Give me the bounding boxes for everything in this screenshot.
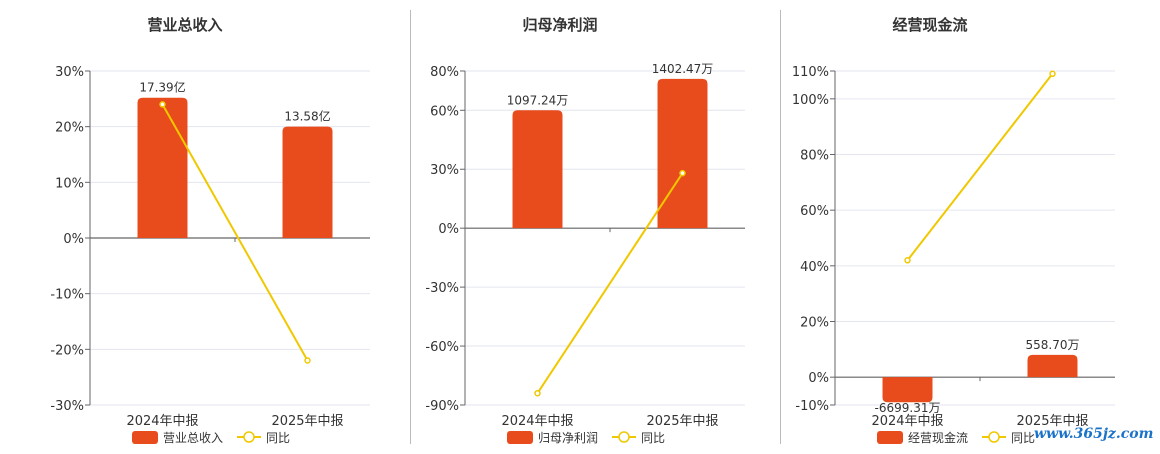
y-tick-label: 60% [800,204,829,219]
chart-title: 营业总收入 [147,16,223,34]
chart-panel-revenue: 营业总收入 30% 20% 10% 0% -10% -20% -30% 17.39亿 13.58… [0,0,381,450]
bar-data-label: 13.58亿 [284,109,330,124]
legend-bar-label: 营业总收入 [163,431,223,445]
legend-bar-swatch [877,431,903,444]
y-tick-label: 40% [800,260,829,275]
bar [137,97,188,238]
x-tick-label: 2024年中报 [126,414,198,429]
legend-line-label: 同比 [641,431,665,445]
watermark-text: www.365jz.com [1034,426,1154,442]
legend-line-marker [988,431,1000,443]
y-tick-label: 0% [438,222,459,237]
bar-data-label: 1097.24万 [507,93,569,107]
y-tick-label: 20% [800,316,829,331]
panel-divider [410,10,411,444]
bar-data-label: 558.70万 [1026,338,1080,352]
line-point [679,169,686,177]
x-tick-label: 2024年中报 [501,414,573,429]
legend-line-marker [243,431,255,443]
y-tick-label: 100% [792,93,829,108]
legend-line-marker [618,431,630,443]
x-tick-label: 2025年中报 [1016,414,1088,429]
y-tick-label: -20% [50,343,84,358]
y-tick-label: 80% [800,149,829,164]
bar [282,126,333,238]
line-point [534,389,541,397]
bar [1027,354,1078,378]
bar-data-label: -6699.31万 [875,401,941,415]
bar [657,78,708,229]
legend-line-label: 同比 [1011,431,1035,445]
line-series [906,73,1054,261]
legend-bar-swatch [507,431,533,444]
y-tick-label: 0% [63,232,84,247]
y-tick-label: -30% [50,399,84,414]
chart-svg-cash-flow: 110% 100% 80% 60% 40% 20% 0% -10% -6699.31万 558.7… [792,65,1126,445]
chart-panel-cash-flow: 经营现金流 110% 100% 80% 60% 40% 20% 0% -10% -6699.31… [745,0,1126,450]
y-tick-label: 60% [430,104,459,119]
x-tick-label: 2025年中报 [271,414,343,429]
y-tick-label: 30% [430,163,459,178]
y-tick-label: -90% [425,399,459,414]
chart-title: 经营现金流 [892,16,968,34]
line-point [159,101,166,108]
bar-data-label: 1402.47万 [652,62,714,76]
legend-line-label: 同比 [266,431,290,445]
chart-panel-net-profit: 归母净利润 80% 60% 30% 0% -30% -60% -90% 1097.24万 140… [375,0,756,450]
y-tick-label: -60% [425,340,459,355]
legend-bar-label: 归母净利润 [538,431,598,445]
x-tick-label: 2025年中报 [646,414,718,429]
y-tick-label: -10% [795,399,829,414]
panel-divider [780,10,781,444]
y-tick-label: -30% [425,281,459,296]
x-tick-label: 2024年中报 [871,414,943,429]
legend-bar-swatch [132,431,158,444]
line-series [161,103,309,361]
bar [512,110,563,229]
line-point [904,257,911,264]
y-tick-label: -10% [50,288,84,303]
chart-svg-net-profit: 80% 60% 30% 0% -30% -60% -90% 1097.24万 1402.47万 2… [425,62,756,445]
y-tick-label: 0% [808,371,829,386]
y-tick-label: 80% [430,65,459,80]
y-tick-label: 30% [55,65,84,80]
bar [882,377,933,403]
y-tick-label: 110% [792,65,829,80]
legend-bar-label: 经营现金流 [908,430,968,445]
line-point [1049,70,1056,78]
y-tick-label: 20% [55,121,84,136]
line-series [536,172,684,394]
y-tick-label: 10% [55,176,84,191]
bar-data-label: 17.39亿 [139,80,185,95]
chart-title: 归母净利润 [522,16,598,34]
chart-svg-revenue: 30% 20% 10% 0% -10% -20% -30% 17.39亿 13.58亿 2024年… [50,65,381,445]
line-point [304,357,311,364]
